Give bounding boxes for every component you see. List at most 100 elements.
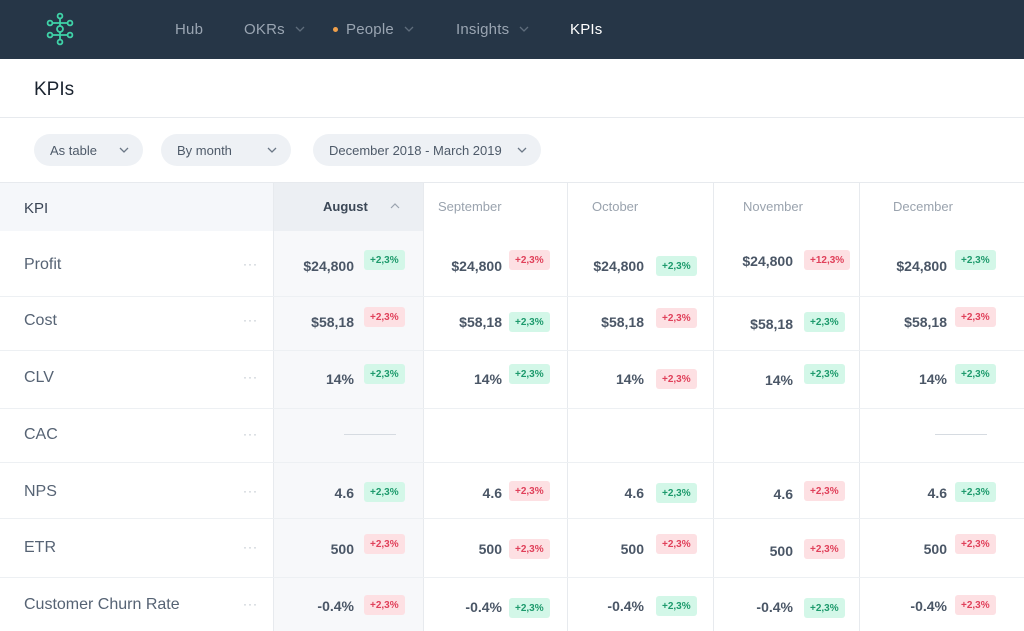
- column-divider: [859, 183, 860, 631]
- kpi-value[interactable]: 4.6: [482, 485, 502, 501]
- row-label: CAC: [24, 426, 58, 443]
- nav-item-hub[interactable]: Hub: [175, 20, 203, 38]
- chevron-down-icon: [517, 147, 527, 153]
- row-divider: [0, 408, 1024, 409]
- row-more-options-icon[interactable]: ···: [243, 597, 258, 611]
- chevron-down-icon: [519, 26, 529, 32]
- row-divider: [0, 350, 1024, 351]
- nav-item-insights[interactable]: Insights: [456, 20, 529, 38]
- sort-ascending-icon[interactable]: [390, 202, 400, 210]
- kpi-value[interactable]: $58,18: [750, 316, 793, 332]
- nav-item-kpis[interactable]: KPIs: [570, 20, 602, 38]
- change-badge: +2,3%: [656, 256, 697, 276]
- chevron-down-icon: [119, 147, 129, 153]
- kpi-value[interactable]: 4.6: [927, 485, 947, 501]
- change-badge: +2,3%: [955, 364, 996, 384]
- change-badge: +2,3%: [364, 364, 405, 384]
- change-badge: +2,3%: [804, 364, 845, 384]
- kpi-value[interactable]: -0.4%: [756, 599, 793, 615]
- kpi-value[interactable]: $24,800: [593, 258, 644, 274]
- row-label: ETR: [24, 539, 56, 556]
- row-more-options-icon[interactable]: ···: [243, 540, 258, 554]
- change-badge: +2,3%: [656, 596, 697, 616]
- kpi-column-header: KPI: [24, 200, 49, 217]
- nav-item-label: OKRs: [244, 20, 285, 38]
- date-range-label: December 2018 - March 2019: [329, 142, 502, 158]
- row-divider: [0, 518, 1024, 519]
- change-badge: +2,3%: [955, 250, 996, 270]
- nav-item-people[interactable]: People: [333, 20, 414, 38]
- row-label: Profit: [24, 256, 62, 273]
- row-more-options-icon[interactable]: ···: [243, 257, 258, 271]
- top-navigation-bar: Hub OKRs People Insights KPIs: [0, 0, 1024, 59]
- kpi-value[interactable]: $24,800: [896, 258, 947, 274]
- column-divider: [567, 183, 568, 631]
- column-divider: [273, 183, 274, 631]
- change-badge: +2,3%: [509, 364, 550, 384]
- change-badge: +2,3%: [509, 539, 550, 559]
- logo-network-icon[interactable]: [44, 12, 76, 46]
- kpi-value[interactable]: -0.4%: [465, 599, 502, 615]
- nav-item-label: KPIs: [570, 20, 603, 38]
- kpi-value[interactable]: 14%: [918, 371, 947, 387]
- kpi-value[interactable]: 500: [620, 541, 644, 557]
- kpi-value[interactable]: $24,800: [303, 258, 354, 274]
- kpi-value[interactable]: $58,18: [311, 314, 354, 330]
- row-label: NPS: [24, 483, 57, 500]
- grouping-label: By month: [177, 142, 232, 158]
- view-mode-dropdown[interactable]: As table: [34, 134, 143, 166]
- kpi-value[interactable]: -0.4%: [910, 598, 947, 614]
- kpi-value[interactable]: -0.4%: [317, 598, 354, 614]
- change-badge: +2,3%: [955, 595, 996, 615]
- date-range-dropdown[interactable]: December 2018 - March 2019: [313, 134, 541, 166]
- empty-value-placeholder: [344, 434, 396, 435]
- row-more-options-icon[interactable]: ···: [243, 484, 258, 498]
- column-header-august[interactable]: August: [323, 199, 368, 214]
- change-badge: +2,3%: [509, 250, 550, 270]
- kpi-value[interactable]: $58,18: [904, 314, 947, 330]
- change-badge: +2,3%: [656, 369, 697, 389]
- kpi-value[interactable]: -0.4%: [607, 598, 644, 614]
- kpi-value[interactable]: 14%: [473, 371, 502, 387]
- kpi-value[interactable]: 500: [478, 541, 502, 557]
- kpi-value[interactable]: 500: [330, 541, 354, 557]
- kpi-value[interactable]: $58,18: [601, 314, 644, 330]
- kpi-value[interactable]: 14%: [615, 371, 644, 387]
- row-more-options-icon[interactable]: ···: [243, 427, 258, 441]
- kpi-value[interactable]: 500: [769, 543, 793, 559]
- row-divider: [0, 577, 1024, 578]
- kpi-value[interactable]: 14%: [325, 371, 354, 387]
- row-more-options-icon[interactable]: ···: [243, 313, 258, 327]
- change-badge: +2,3%: [656, 308, 697, 328]
- kpi-value[interactable]: 14%: [764, 372, 793, 388]
- row-divider: [0, 296, 1024, 297]
- chevron-down-icon: [267, 147, 277, 153]
- row-divider: [0, 462, 1024, 463]
- kpi-value[interactable]: $24,800: [742, 253, 793, 269]
- nav-item-label: Insights: [456, 20, 510, 38]
- grouping-dropdown[interactable]: By month: [161, 134, 291, 166]
- column-header-september[interactable]: September: [438, 199, 502, 214]
- column-header-november[interactable]: November: [743, 199, 803, 214]
- change-badge: +12,3%: [804, 250, 851, 270]
- kpi-value[interactable]: 4.6: [773, 486, 793, 502]
- change-badge: +2,3%: [364, 534, 405, 554]
- change-badge: +2,3%: [804, 598, 845, 618]
- nav-item-okrs[interactable]: OKRs: [244, 20, 305, 38]
- kpi-value[interactable]: $24,800: [451, 258, 502, 274]
- change-badge: +2,3%: [509, 481, 550, 501]
- nav-item-label: Hub: [175, 20, 204, 38]
- row-label: Cost: [24, 312, 57, 329]
- chevron-down-icon: [404, 26, 414, 32]
- kpi-value[interactable]: 500: [923, 541, 947, 557]
- change-badge: +2,3%: [364, 307, 405, 327]
- column-header-december[interactable]: December: [893, 199, 953, 214]
- column-header-october[interactable]: October: [592, 199, 639, 214]
- row-more-options-icon[interactable]: ···: [243, 370, 258, 384]
- kpi-value[interactable]: 4.6: [624, 485, 644, 501]
- change-badge: +2,3%: [364, 482, 405, 502]
- change-badge: +2,3%: [955, 482, 996, 502]
- kpi-value[interactable]: 4.6: [334, 485, 354, 501]
- kpi-value[interactable]: $58,18: [459, 314, 502, 330]
- chevron-down-icon: [295, 26, 305, 32]
